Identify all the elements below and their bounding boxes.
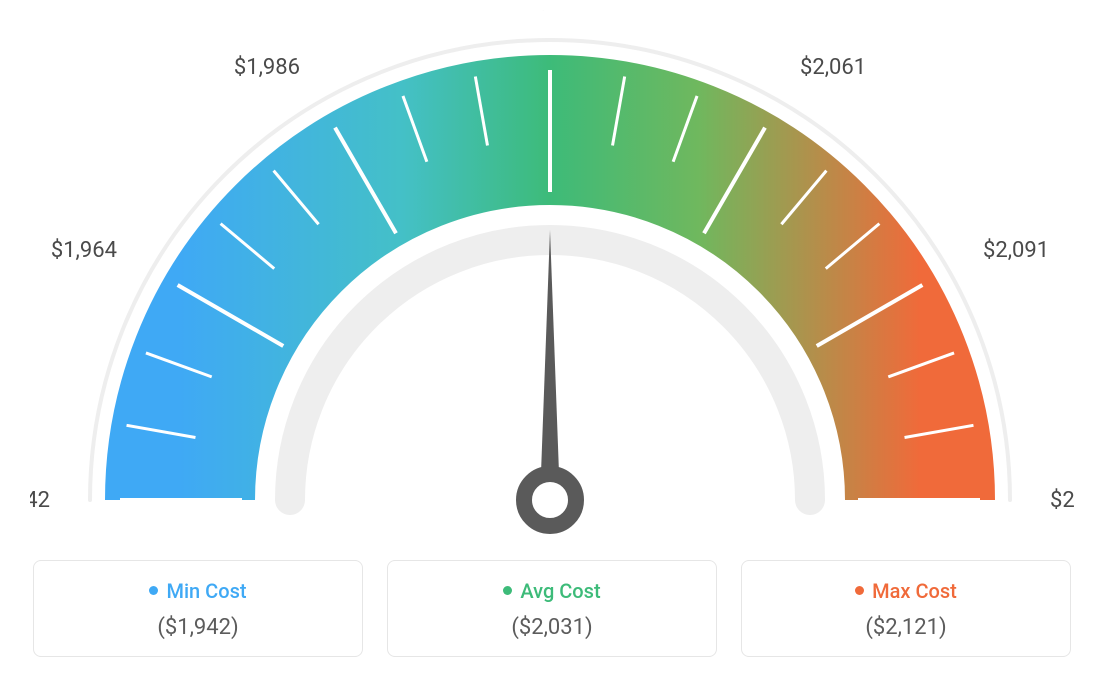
gauge-tick-label: $2,091 [983, 238, 1049, 263]
gauge-tick-label: $2,061 [800, 55, 866, 80]
gauge-tick-label: $1,986 [234, 55, 300, 80]
gauge-svg: $1,942 $1,964 $1,986 $2,031 $2,061 $2,091 $2,1… [30, 10, 1074, 550]
gauge-area: $1,942 $1,964 $1,986 $2,031 $2,061 $2,091 $2,1… [30, 10, 1074, 550]
legend-row: Min Cost ($1,942) Avg Cost ($2,031) Max … [30, 560, 1074, 657]
max-cost-card: Max Cost ($2,121) [741, 560, 1071, 657]
avg-cost-card: Avg Cost ($2,031) [387, 560, 717, 657]
min-cost-title: Min Cost [44, 579, 352, 603]
min-cost-label: Min Cost [166, 579, 246, 603]
dot-icon [149, 586, 158, 595]
min-cost-value: ($1,942) [44, 615, 352, 640]
avg-cost-value: ($2,031) [398, 615, 706, 640]
min-cost-card: Min Cost ($1,942) [33, 560, 363, 657]
gauge-tick-label: $2,121 [1050, 488, 1074, 513]
gauge-tick-label: $1,942 [30, 488, 50, 513]
max-cost-title: Max Cost [752, 579, 1060, 603]
max-cost-label: Max Cost [872, 579, 957, 603]
gauge-tick-label: $2,031 [517, 10, 583, 13]
gauge-tick-label: $1,964 [51, 238, 117, 263]
gauge-chart-container: $1,942 $1,964 $1,986 $2,031 $2,061 $2,091 $2,1… [0, 0, 1104, 690]
avg-cost-title: Avg Cost [398, 579, 706, 603]
max-cost-value: ($2,121) [752, 615, 1060, 640]
dot-icon [503, 586, 512, 595]
gauge-needle [540, 230, 560, 500]
avg-cost-label: Avg Cost [520, 579, 600, 603]
dot-icon [855, 586, 864, 595]
